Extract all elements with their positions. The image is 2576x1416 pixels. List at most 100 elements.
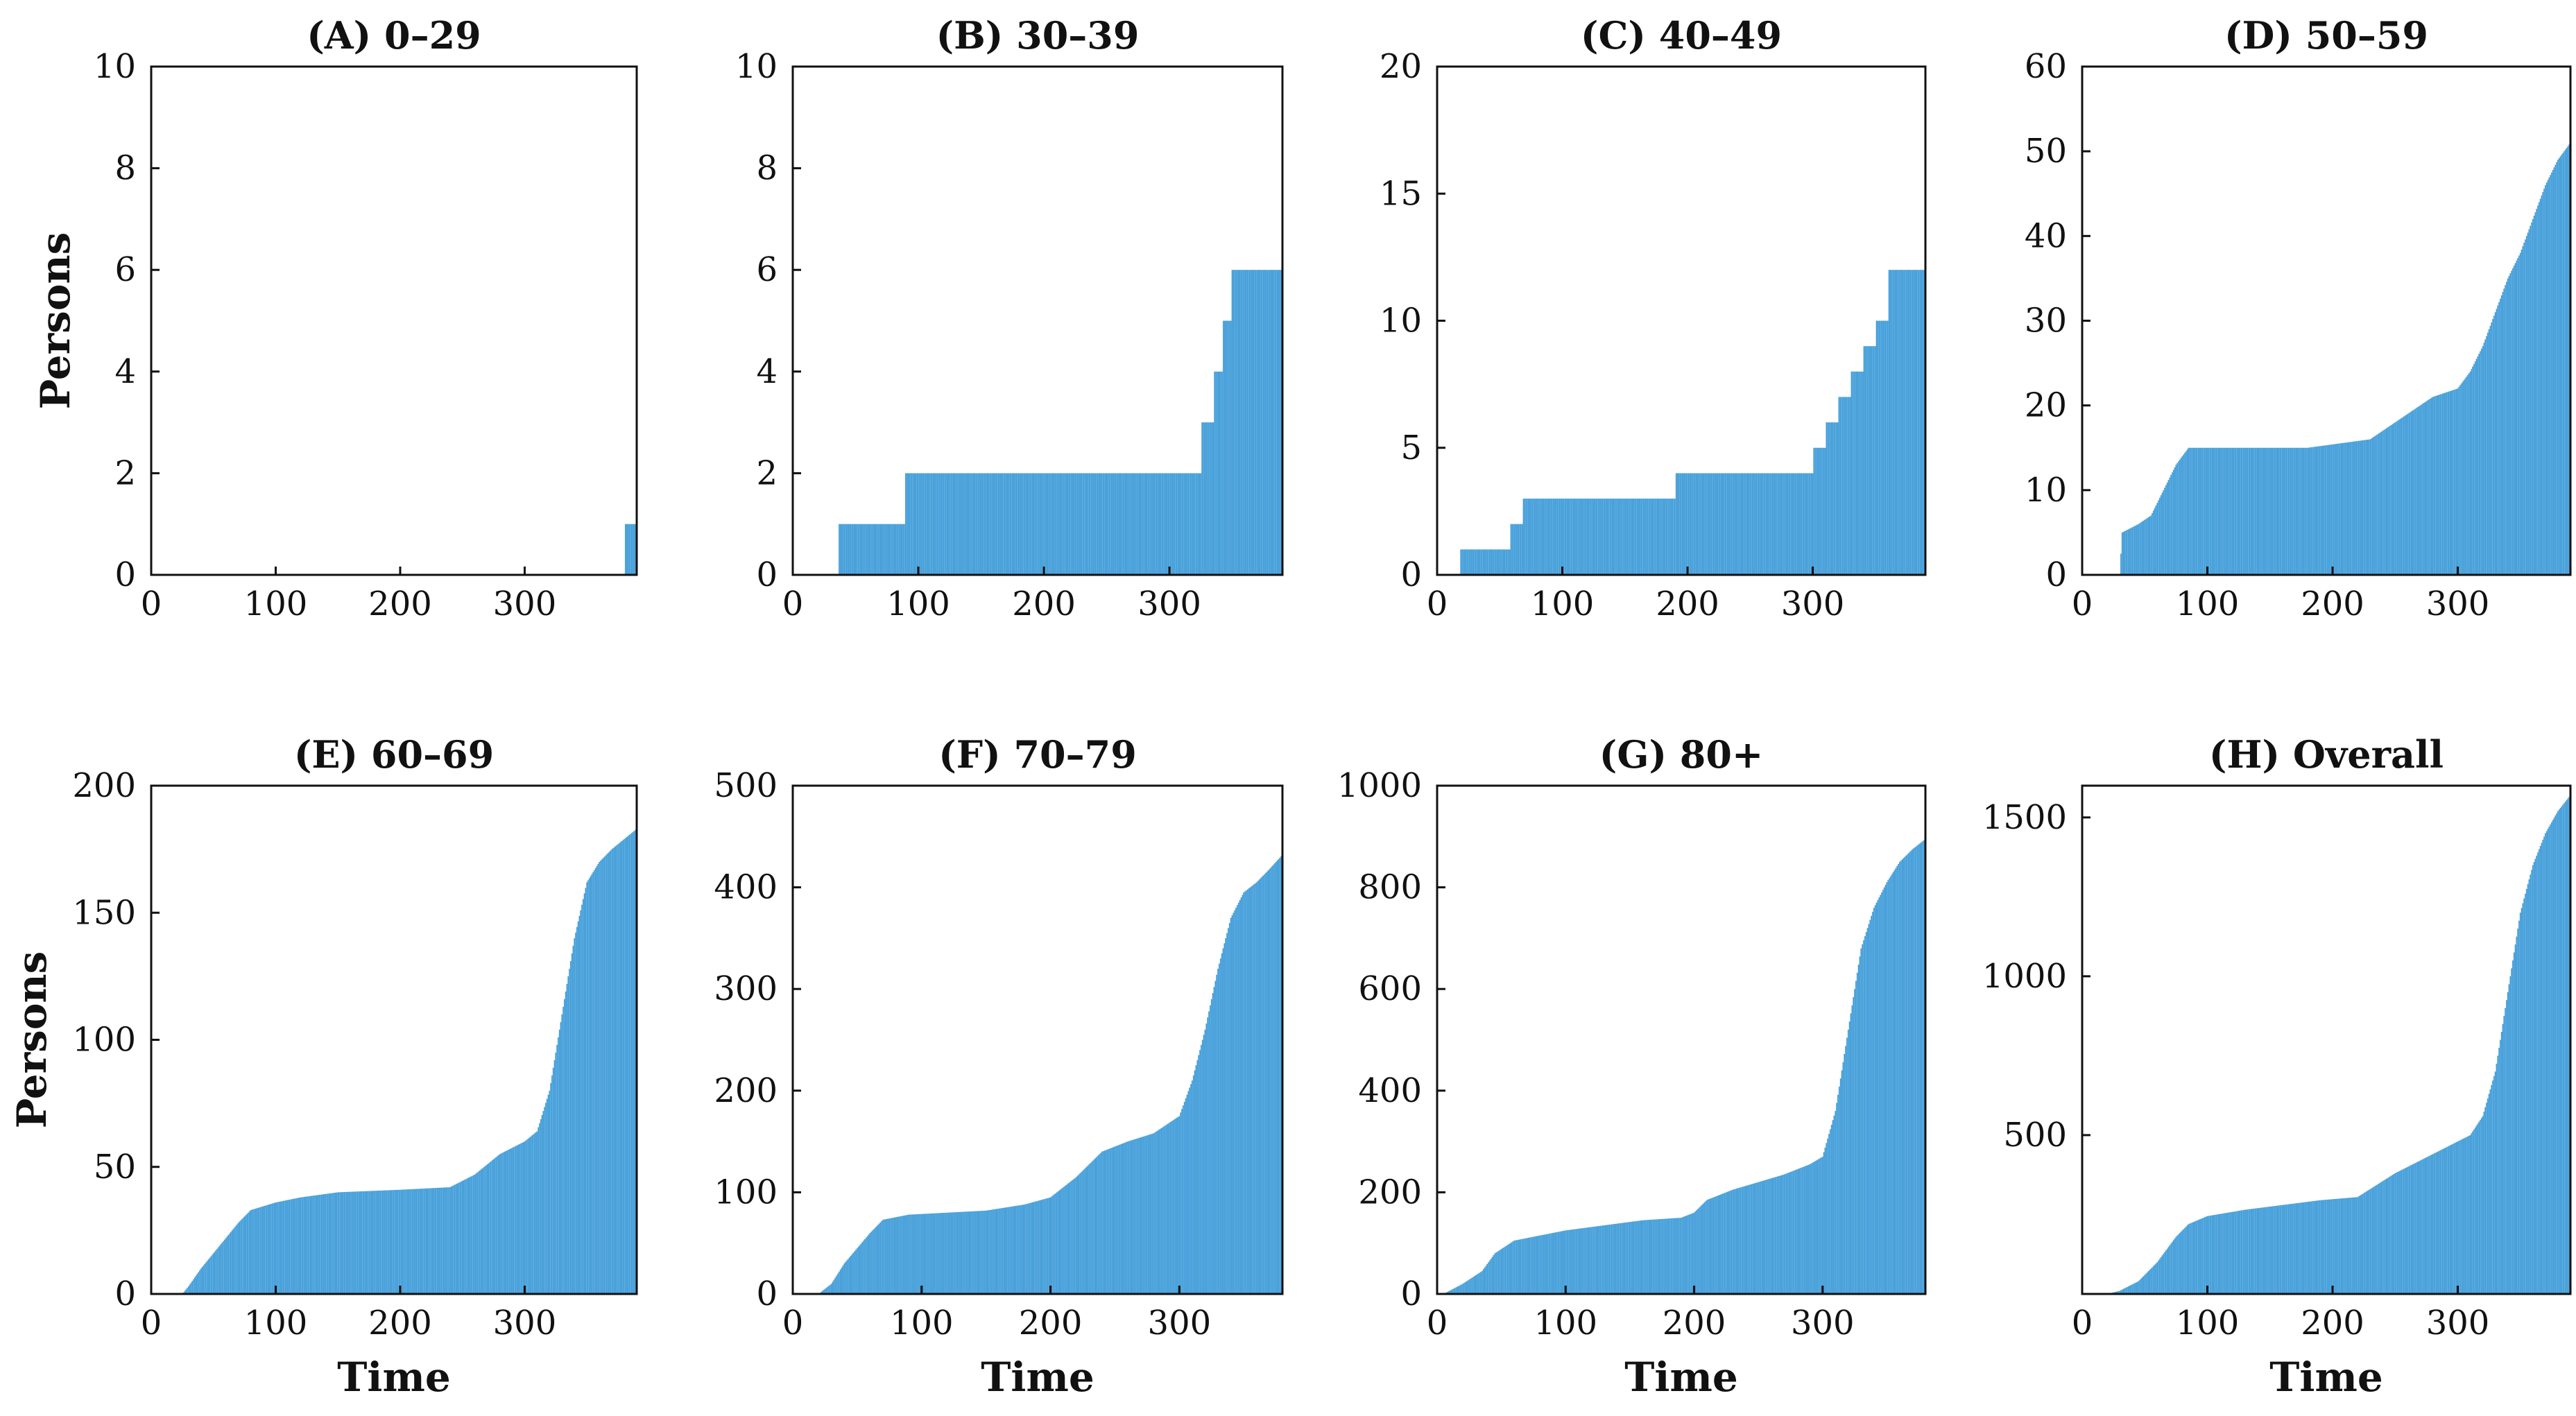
bar xyxy=(2205,447,2207,575)
bar xyxy=(1455,1287,1457,1294)
bar xyxy=(1854,989,1855,1294)
bar xyxy=(1244,891,1246,1294)
bar xyxy=(472,1175,473,1294)
bar xyxy=(1163,1126,1165,1294)
bar xyxy=(2226,1212,2229,1294)
bar xyxy=(558,1037,559,1294)
bar xyxy=(859,1245,861,1294)
bar xyxy=(2186,449,2188,575)
bar xyxy=(2488,1094,2490,1294)
bar xyxy=(2528,879,2530,1294)
bar xyxy=(2368,1189,2370,1294)
y-tick-label: 0 xyxy=(114,1275,136,1313)
bar xyxy=(1034,473,1036,575)
bar xyxy=(1575,1229,1577,1294)
bar xyxy=(511,1148,513,1294)
bar xyxy=(403,1189,405,1294)
bar xyxy=(204,1263,205,1294)
bar xyxy=(1474,549,1475,575)
bar xyxy=(1740,1187,1741,1294)
bar xyxy=(2247,1209,2249,1294)
y-tick-label: 50 xyxy=(2025,132,2067,171)
bar xyxy=(1253,270,1255,575)
bar xyxy=(1123,1143,1125,1294)
bar xyxy=(1228,320,1229,575)
bar xyxy=(1469,549,1470,575)
bar xyxy=(1226,933,1228,1294)
bar xyxy=(902,1216,904,1294)
bar xyxy=(1235,270,1237,575)
bar xyxy=(309,1196,310,1294)
bar xyxy=(998,1208,1000,1294)
bar xyxy=(841,1267,843,1294)
bar xyxy=(580,910,581,1294)
bar xyxy=(2262,1207,2263,1294)
bar xyxy=(1675,1218,1677,1294)
bar xyxy=(833,1279,835,1294)
x-axis-label: Time xyxy=(1624,1354,1737,1401)
bar xyxy=(2144,1275,2146,1294)
bar xyxy=(963,473,964,575)
bar xyxy=(1777,1176,1778,1294)
bar xyxy=(1507,549,1509,575)
bar xyxy=(2525,888,2527,1294)
bar xyxy=(1203,422,1204,575)
bar xyxy=(2407,1166,2409,1294)
bar xyxy=(2345,1198,2347,1294)
bar xyxy=(495,1157,497,1294)
bar xyxy=(2556,162,2557,576)
bar xyxy=(298,1198,300,1294)
bar xyxy=(2184,1227,2186,1294)
bar xyxy=(199,1270,200,1294)
bar xyxy=(2122,531,2124,575)
bar xyxy=(280,1201,282,1294)
bar xyxy=(1586,499,1588,575)
bar xyxy=(2158,1260,2159,1294)
bar-series-e xyxy=(182,829,637,1295)
bar xyxy=(2203,447,2204,575)
bar xyxy=(226,1236,228,1294)
bar xyxy=(2250,1209,2252,1294)
bar xyxy=(2482,346,2484,575)
bar xyxy=(1488,549,1489,575)
bar xyxy=(2464,378,2466,575)
bar xyxy=(1025,1204,1027,1294)
bar xyxy=(1670,499,1672,575)
bar xyxy=(2447,1146,2448,1294)
bar xyxy=(1057,473,1058,575)
bar xyxy=(1568,499,1570,575)
bar xyxy=(1522,1238,1524,1294)
bar xyxy=(239,1221,241,1294)
bar xyxy=(2429,398,2431,575)
bar xyxy=(2155,1263,2157,1294)
bar xyxy=(2385,428,2387,575)
bar xyxy=(1159,1129,1161,1294)
bar xyxy=(1191,473,1193,575)
bar xyxy=(1644,499,1646,575)
bar xyxy=(1165,473,1167,575)
bar xyxy=(1684,1216,1686,1294)
bar xyxy=(1713,473,1715,575)
bar xyxy=(1806,1165,1808,1294)
bar xyxy=(630,524,631,575)
bar xyxy=(286,1200,288,1294)
bar xyxy=(1527,499,1528,575)
bar-series-g xyxy=(1444,838,1926,1295)
bar xyxy=(842,1265,844,1294)
bar xyxy=(567,976,569,1295)
bar xyxy=(1655,1219,1656,1294)
bar xyxy=(1482,1269,1484,1294)
bar xyxy=(1792,473,1794,575)
bar xyxy=(882,1219,884,1294)
bar xyxy=(1063,473,1065,575)
bar xyxy=(2313,447,2315,575)
bar xyxy=(2125,1287,2127,1294)
bar xyxy=(628,524,630,575)
bar xyxy=(1744,1186,1746,1294)
bar xyxy=(2197,447,2198,575)
bar xyxy=(1819,447,1821,575)
bar xyxy=(2486,336,2487,575)
bar xyxy=(1471,1277,1472,1294)
bar xyxy=(1020,473,1022,575)
bar xyxy=(314,1195,315,1294)
